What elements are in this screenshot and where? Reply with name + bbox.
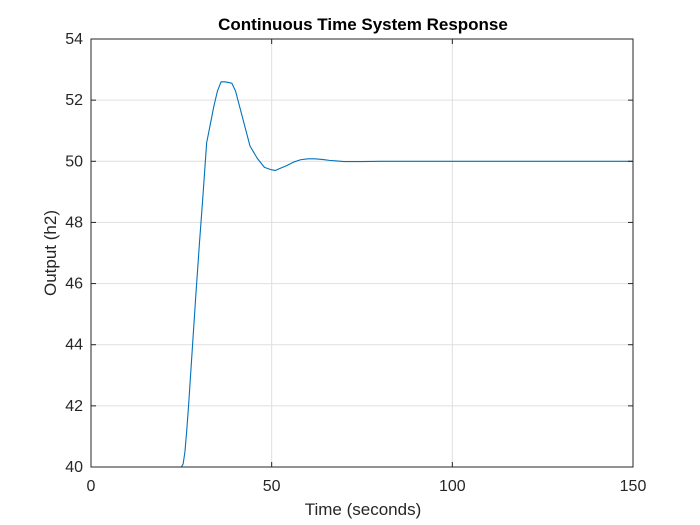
x-tick-label: 0 [87,478,96,495]
tick-marks [90,38,634,468]
series-layer [91,81,633,468]
x-tick-labels: 0 50 100 150 [87,478,647,495]
x-tick-label: 150 [620,478,647,495]
y-tick-label: 54 [65,31,83,48]
x-tick-label: 50 [263,478,281,495]
y-tick-label: 52 [65,92,83,109]
series-line [91,81,633,468]
y-tick-label: 46 [65,276,83,293]
chart-title: Continuous Time System Response [218,15,508,34]
y-tick-label: 48 [65,214,83,231]
plot-box [90,38,634,468]
x-tick-label: 100 [439,478,466,495]
y-tick-labels: 40 42 44 46 48 50 52 54 [65,31,83,476]
y-axis-label: Output (h2) [41,210,60,296]
y-tick-label: 50 [65,153,83,170]
y-tick-label: 42 [65,398,83,415]
x-axis-label: Time (seconds) [305,500,422,519]
y-tick-label: 44 [65,337,83,354]
plot-area [91,39,633,467]
y-tick-label: 40 [65,459,83,476]
